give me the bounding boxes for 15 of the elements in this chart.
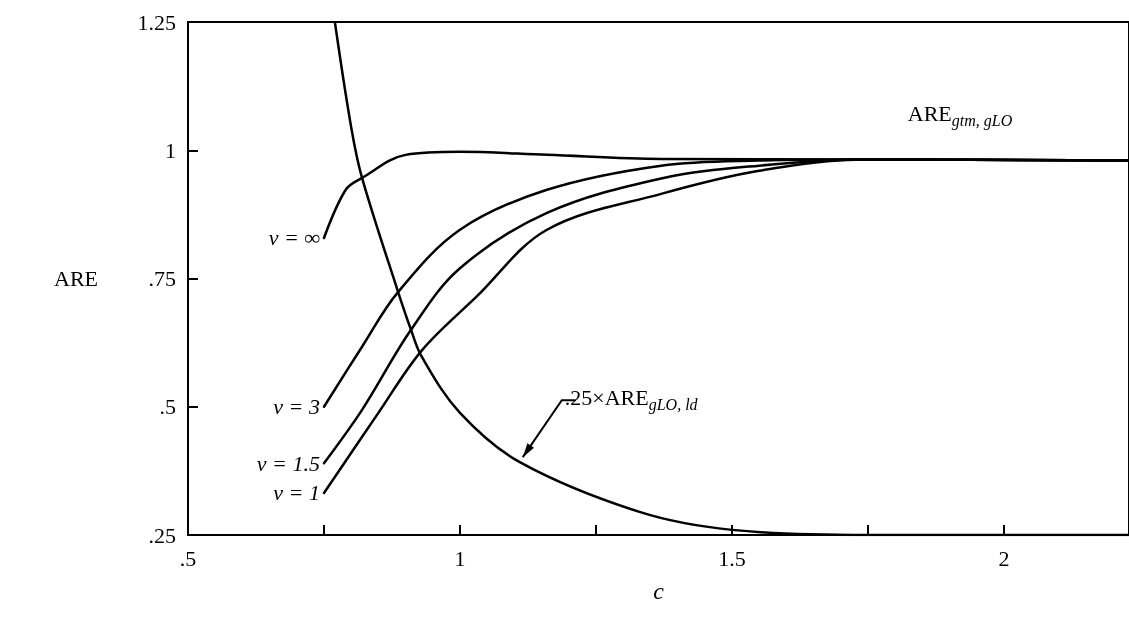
series-label: ν = 1.5 [256, 450, 320, 476]
y-tick-label: .25 [148, 522, 176, 548]
series-label: ν = 1 [273, 480, 320, 506]
y-tick-label: .75 [148, 266, 176, 291]
y-tick-label: .5 [159, 394, 176, 420]
y-tick-label: 1 [165, 137, 176, 163]
x-tick-label: 1 [454, 545, 466, 571]
series-label: ν = 3 [273, 394, 320, 420]
y-tick-label: 1.25 [137, 9, 176, 35]
x-tick-label: 2 [998, 545, 1010, 571]
x-axis-title: c [653, 578, 665, 604]
y-axis-title: ARE [54, 266, 98, 291]
series-label: ν = ∞ [268, 225, 321, 251]
x-tick-label: .5 [179, 545, 197, 571]
x-tick-label: 1.5 [718, 545, 746, 571]
